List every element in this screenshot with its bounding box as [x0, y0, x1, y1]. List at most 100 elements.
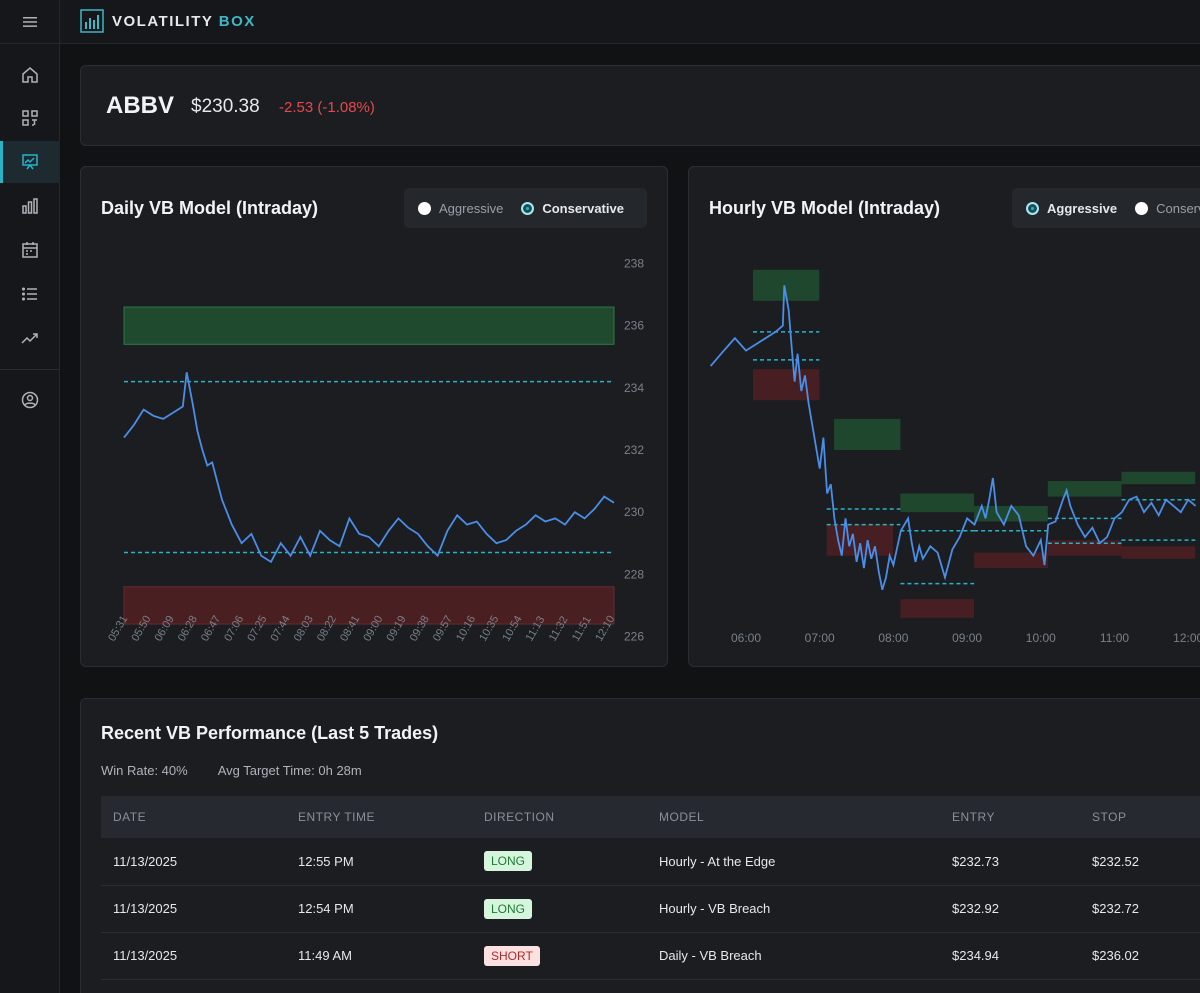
y-tick-label: 234	[624, 381, 644, 395]
cell-stop: $232.52	[1080, 838, 1200, 886]
radio-selected-icon	[521, 201, 535, 215]
hamburger-icon	[22, 17, 37, 27]
column-header-stop[interactable]: STOP	[1092, 810, 1127, 824]
trend-up-icon	[21, 333, 38, 344]
hourly-chart-title: Hourly VB Model (Intraday)	[709, 198, 941, 218]
radio-icon	[1135, 201, 1149, 215]
ticker-change: -2.53 (-1.08%)	[279, 99, 375, 116]
table-header-row: DATE ENTRY TIME DIRECTION MODEL ENTRY ST…	[101, 796, 1200, 838]
cell-stop: $232.72	[1080, 885, 1200, 933]
table-row[interactable]: 11/13/2025 11:49 AM SHORT Daily - VB Bre…	[101, 932, 1200, 980]
x-tick-label: 08:00	[878, 631, 908, 645]
red-zone	[753, 369, 820, 401]
avg-target-time: Avg Target Time: 0h 28m	[217, 763, 362, 778]
sidebar-item-dashboard[interactable]	[0, 97, 60, 139]
cell-entry: $232.92	[940, 885, 1080, 933]
cell-time: 12:55 PM	[286, 838, 472, 886]
sidebar-item-vb-model[interactable]	[0, 141, 60, 183]
daily-option-aggressive[interactable]: Aggressive	[418, 201, 503, 216]
cell-stop: $236.02	[1080, 932, 1200, 980]
red-zone	[974, 552, 1048, 569]
radio-icon	[418, 201, 431, 215]
cell-model: Daily - VB Breach	[647, 932, 940, 980]
cell-time: 11:49 AM	[286, 932, 472, 980]
y-tick-label: 230	[624, 505, 644, 519]
sidebar-item-profile[interactable]	[0, 379, 60, 421]
grid-icon	[22, 110, 38, 126]
green-zone	[834, 418, 901, 450]
column-header-entry[interactable]: ENTRY	[952, 810, 995, 824]
sidebar-item-statistics[interactable]	[0, 185, 60, 227]
direction-badge: LONG	[484, 898, 533, 919]
chart-presentation-icon	[22, 154, 38, 170]
radio-selected-icon	[1026, 201, 1039, 215]
sidebar-item-home[interactable]	[0, 54, 60, 96]
cell-direction: LONG	[472, 885, 647, 933]
x-tick-label: 10:00	[1026, 631, 1056, 645]
logo-icon	[80, 9, 104, 33]
daily-option-conservative[interactable]: Conservative	[521, 201, 624, 216]
column-header-entry-time[interactable]: ENTRY TIME	[298, 810, 376, 824]
table-row[interactable]: 11/13/2025 12:54 PM LONG Hourly - VB Bre…	[101, 885, 1200, 933]
list-icon	[21, 287, 37, 301]
daily-chart-card: Daily VB Model (Intraday) Aggressive Con…	[80, 166, 668, 667]
sidebar-item-trends[interactable]	[0, 317, 60, 359]
red-zone	[123, 586, 615, 625]
y-tick-label: 238	[624, 257, 644, 271]
bar-chart-icon	[22, 198, 38, 214]
y-tick-label: 232	[624, 443, 644, 457]
cell-entry: $232.73	[940, 838, 1080, 886]
performance-card: Recent VB Performance (Last 5 Trades) Wi…	[80, 698, 1200, 993]
hourly-option-aggressive[interactable]: Aggressive	[1026, 201, 1117, 216]
red-zone	[900, 599, 975, 618]
top-bar: VOLATILITY BOX	[0, 0, 1200, 44]
hourly-option-conservative[interactable]: Conservative	[1135, 201, 1200, 216]
daily-mode-toggle: Aggressive Conservative	[404, 188, 647, 228]
column-header-model[interactable]: MODEL	[659, 810, 705, 824]
user-circle-icon	[21, 391, 39, 409]
price-line	[123, 372, 615, 564]
x-tick-label: 06:00	[731, 631, 761, 645]
cell-time: 12:54 PM	[286, 885, 472, 933]
performance-stats: Win Rate: 40% Avg Target Time: 0h 28m	[101, 763, 362, 778]
cell-direction: LONG	[472, 838, 647, 886]
sidebar-item-list[interactable]	[0, 273, 60, 315]
cell-date: 11/13/2025	[101, 838, 286, 886]
sidebar-item-calendar[interactable]	[0, 229, 60, 271]
x-tick-label: 12:00	[1173, 631, 1200, 645]
red-zone	[1121, 546, 1196, 559]
red-zone	[1047, 540, 1122, 556]
x-tick-label: 09:00	[952, 631, 982, 645]
cell-model: Hourly - At the Edge	[647, 838, 940, 886]
y-tick-label: 228	[624, 567, 644, 581]
table-row[interactable]: 11/13/2025 12:55 PM LONG Hourly - At the…	[101, 838, 1200, 886]
menu-toggle-button[interactable]	[0, 0, 60, 44]
x-tick-label: 11:00	[1100, 631, 1129, 645]
trades-table: DATE ENTRY TIME DIRECTION MODEL ENTRY ST…	[101, 796, 1200, 980]
sidebar-divider	[0, 369, 60, 370]
cell-direction: SHORT	[472, 932, 647, 980]
price-line	[709, 285, 1197, 591]
cell-date: 11/13/2025	[101, 932, 286, 980]
cell-date: 11/13/2025	[101, 885, 286, 933]
direction-badge: LONG	[484, 851, 533, 872]
hourly-chart-card: Hourly VB Model (Intraday) Aggressive Co…	[688, 166, 1200, 667]
green-zone	[1121, 471, 1196, 485]
green-zone	[974, 505, 1048, 522]
green-zone	[1047, 481, 1122, 497]
brand-logo[interactable]: VOLATILITY BOX	[80, 9, 256, 33]
ticker-price: $230.38	[191, 96, 260, 117]
ticker-header: ABBV $230.38 -2.53 (-1.08%)	[80, 65, 1200, 146]
home-icon	[22, 67, 38, 83]
calendar-icon	[22, 242, 38, 258]
daily-chart-title: Daily VB Model (Intraday)	[101, 198, 319, 218]
y-tick-label: 236	[624, 319, 644, 333]
column-header-direction[interactable]: DIRECTION	[484, 810, 555, 824]
green-zone	[900, 493, 975, 513]
win-rate: Win Rate: 40%	[101, 763, 188, 778]
hourly-chart[interactable]: 06:00 07:00 08:00 09:00 10:00 11:00 12:00	[689, 242, 1200, 662]
column-header-date[interactable]: DATE	[113, 810, 147, 824]
ticker-symbol: ABBV	[106, 92, 175, 119]
brand-name: VOLATILITY BOX	[112, 12, 256, 30]
